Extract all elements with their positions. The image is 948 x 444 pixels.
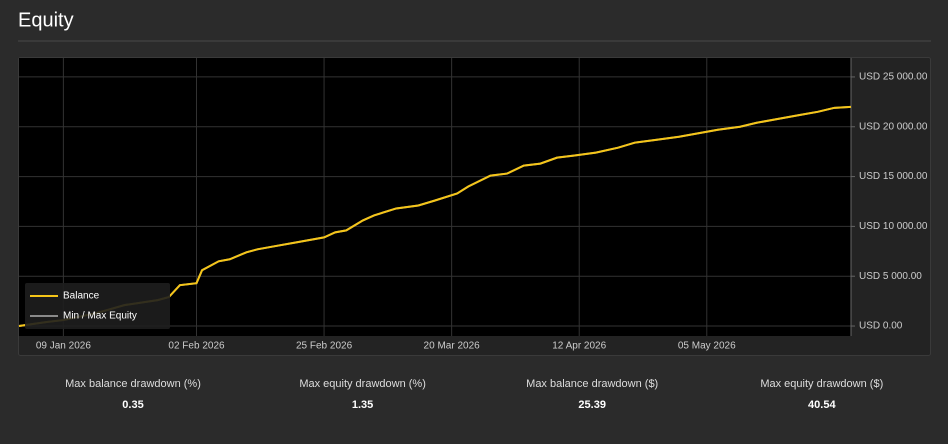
legend-label: Min / Max Equity [63, 311, 137, 322]
y-tick-label: USD 25 000.00 [859, 72, 928, 83]
stat-value: 40.54 [808, 399, 836, 411]
legend-box [25, 283, 170, 329]
y-tick-label: USD 5 000.00 [859, 271, 922, 282]
stat-value: 1.35 [352, 399, 373, 411]
stat-label: Max balance drawdown (%) [65, 378, 201, 390]
stat-value: 25.39 [578, 399, 606, 411]
x-tick-label: 09 Jan 2026 [36, 341, 91, 352]
page-title: Equity [18, 9, 74, 31]
y-tick-label: USD 0.00 [859, 321, 903, 332]
stat-label: Max equity drawdown (%) [299, 378, 426, 390]
x-tick-label: 02 Feb 2026 [168, 341, 225, 352]
legend-label: Balance [63, 291, 100, 302]
series-line [18, 105, 852, 328]
x-tick-label: 12 Apr 2026 [552, 341, 606, 352]
y-tick-label: USD 20 000.00 [859, 121, 928, 132]
y-tick-label: USD 15 000.00 [859, 171, 928, 182]
x-tick-label: 25 Feb 2026 [296, 341, 353, 352]
x-tick-label: 05 May 2026 [678, 341, 736, 352]
stat-label: Max equity drawdown ($) [760, 378, 883, 390]
y-tick-label: USD 10 000.00 [859, 221, 928, 232]
x-tick-label: 20 Mar 2026 [424, 341, 481, 352]
stat-value: 0.35 [122, 399, 143, 411]
stat-label: Max balance drawdown ($) [526, 378, 658, 390]
